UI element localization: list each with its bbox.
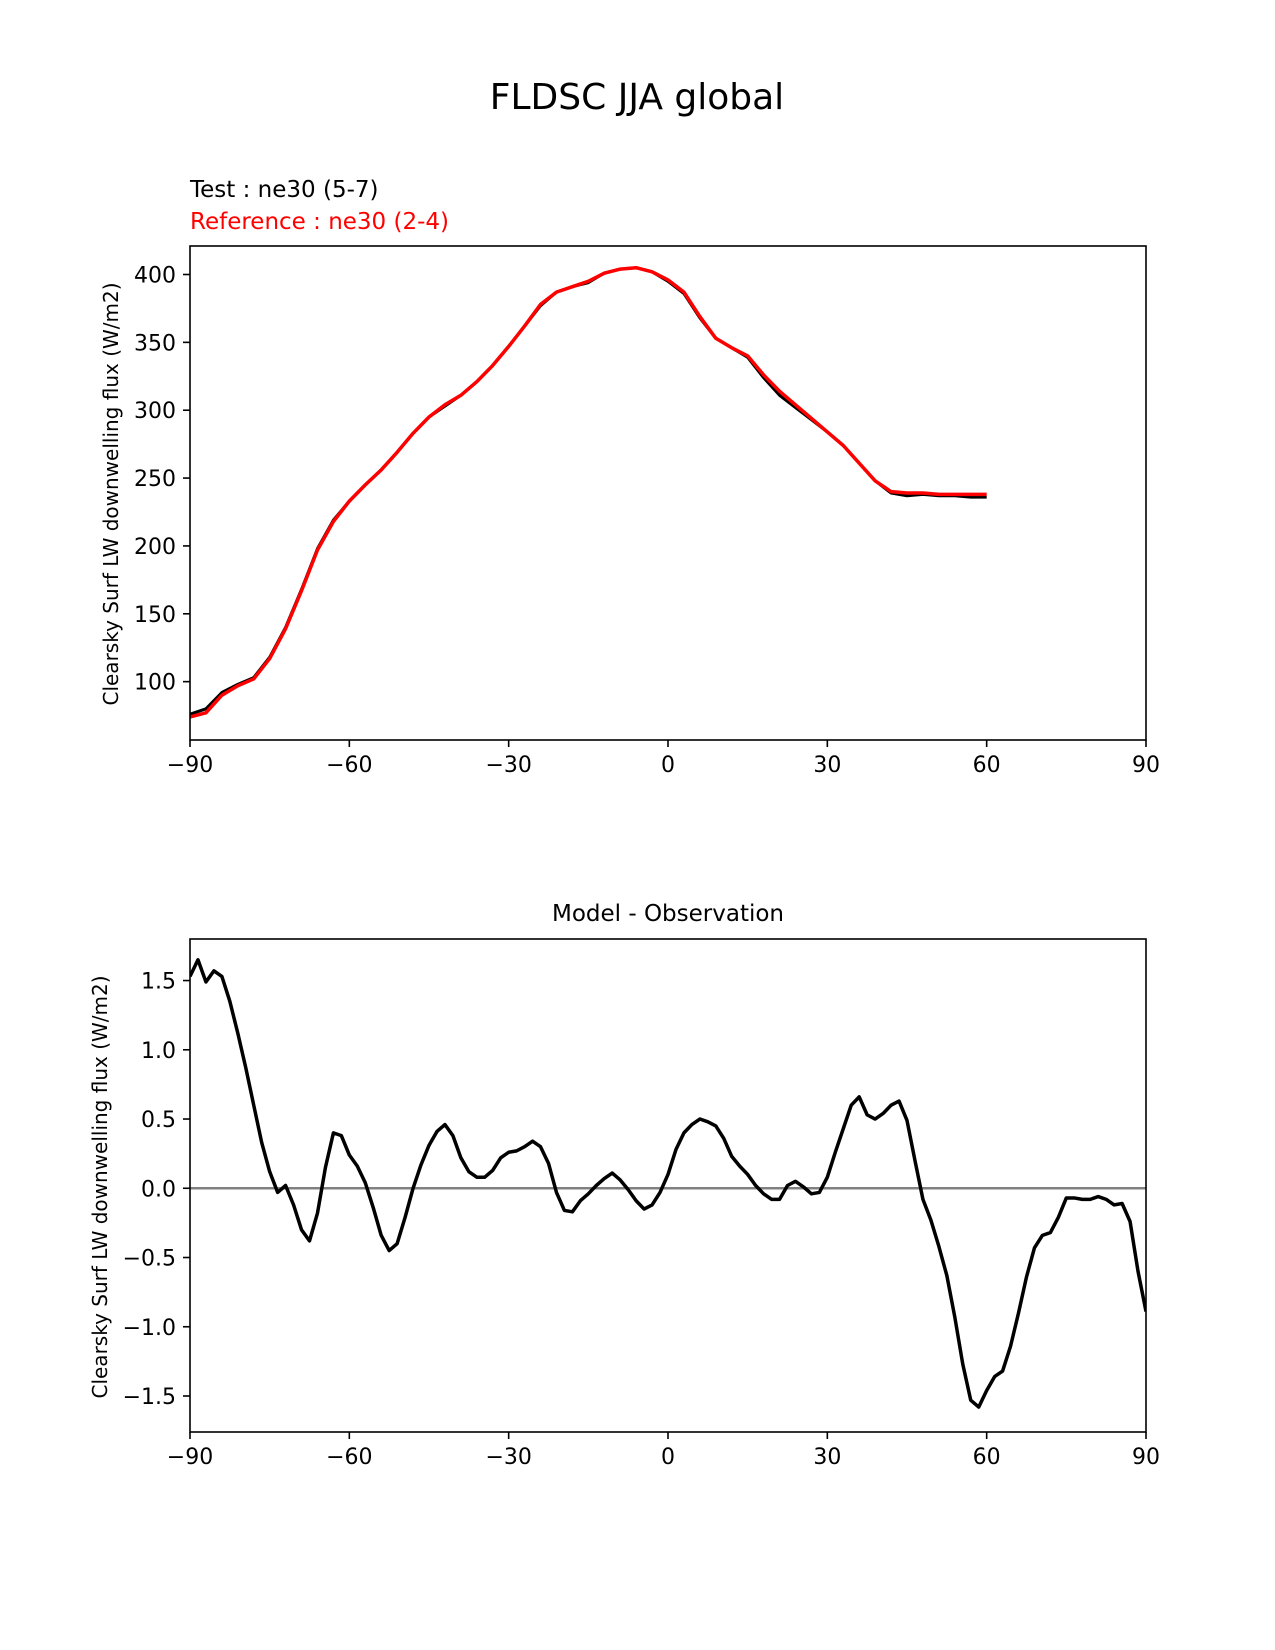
legend-label-reference: Reference : ne30 (2-4): [190, 209, 449, 235]
top-xtick-label: −90: [167, 753, 213, 778]
bottom-series-line-0: [190, 958, 1146, 1409]
top-ytick-label: 350: [134, 331, 176, 356]
top-ytick-label: 300: [134, 399, 176, 424]
top-xtick-label: −60: [326, 753, 372, 778]
panel-bottom-chart: Model - Observation Clearsky Surf LW dow…: [88, 901, 1160, 1470]
figure-suptitle: FLDSC JJA global: [490, 77, 784, 118]
top-plot-area: −90 −60 −30 0 30 60 90 100 150 200 250 300 350 400: [134, 245, 1160, 778]
bottom-ytick-label: 1.5: [141, 970, 176, 995]
top-xtick-label: 60: [973, 753, 1001, 778]
top-ylabel: Clearsky Surf LW downwelling flux (W/m2): [99, 282, 123, 705]
bottom-plot-area: −90 −60 −30 0 30 60 90 −1.5 −1.0 −0.5 0.0 0.5 1.0 1.5: [123, 938, 1160, 1470]
top-xtick-label: 30: [813, 753, 841, 778]
top-xtick-label: 0: [661, 753, 675, 778]
bottom-ytick-label: −1.0: [123, 1316, 176, 1341]
panel-top-chart: Test : ne30 (5-7) Reference : ne30 (2-4)…: [99, 177, 1160, 778]
bottom-title: Model - Observation: [552, 901, 784, 927]
top-ytick-label: 100: [134, 671, 176, 696]
bottom-ytick-label: −0.5: [123, 1247, 176, 1272]
bottom-ylabel: Clearsky Surf LW downwelling flux (W/m2): [88, 975, 112, 1398]
top-ytick-label: 250: [134, 467, 176, 492]
bottom-xtick-label: −30: [485, 1445, 531, 1470]
top-ytick-label: 200: [134, 535, 176, 560]
bottom-xtick-label: 0: [661, 1445, 675, 1470]
bottom-xtick-label: −60: [326, 1445, 372, 1470]
top-series-line-1: [190, 265, 987, 719]
bottom-xtick-label: 30: [813, 1445, 841, 1470]
legend-label-test: Test : ne30 (5-7): [189, 177, 378, 203]
top-xtick-label: 90: [1132, 753, 1160, 778]
bottom-ytick-label: 0.0: [141, 1177, 176, 1202]
bottom-ytick-label: −1.5: [123, 1385, 176, 1410]
bottom-xtick-label: −90: [167, 1445, 213, 1470]
top-ytick-label: 150: [134, 603, 176, 628]
bottom-ytick-label: 1.0: [141, 1039, 176, 1064]
bottom-xtick-label: 90: [1132, 1445, 1160, 1470]
top-xtick-label: −30: [485, 753, 531, 778]
top-ytick-label: 400: [134, 264, 176, 289]
bottom-ytick-label: 0.5: [141, 1108, 176, 1133]
bottom-xtick-label: 60: [973, 1445, 1001, 1470]
